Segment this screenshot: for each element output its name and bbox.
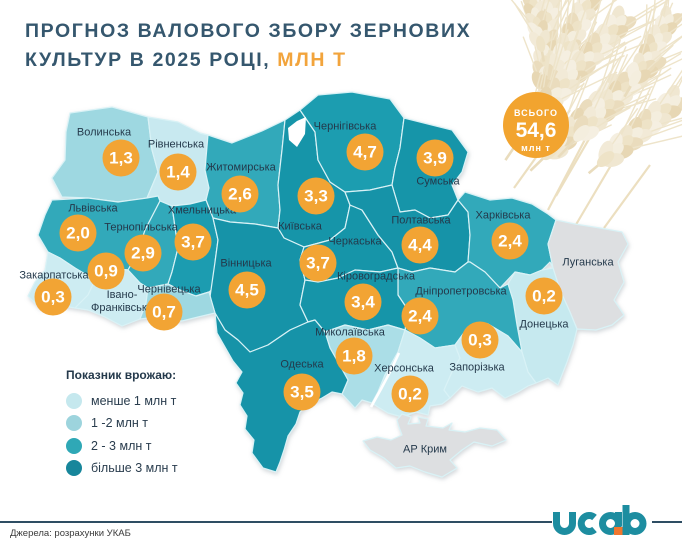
svg-text:млн т: млн т bbox=[521, 143, 551, 153]
svg-text:ВСЬОГО: ВСЬОГО bbox=[514, 108, 558, 118]
svg-text:54,6: 54,6 bbox=[516, 119, 557, 142]
